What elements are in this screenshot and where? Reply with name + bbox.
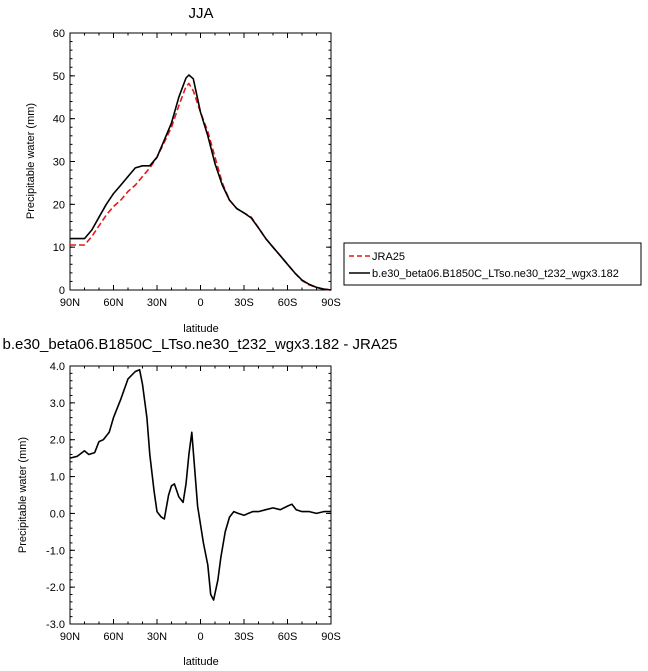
plot-frame bbox=[69, 32, 332, 291]
y-tick-label: 0.0 bbox=[50, 508, 65, 520]
y-tick-label: 30 bbox=[53, 157, 65, 169]
x-tick-label: 0 bbox=[197, 297, 203, 309]
x-tick-label: 90S bbox=[321, 297, 341, 309]
x-axis-label: latitude bbox=[183, 656, 218, 668]
y-tick-label: -1.0 bbox=[46, 545, 65, 557]
y-axis-label: Precipitable water (mm) bbox=[25, 103, 37, 219]
y-tick-label: 40 bbox=[53, 114, 65, 126]
x-axis-label: latitude bbox=[183, 323, 218, 335]
x-tick-label: 90N bbox=[60, 297, 80, 309]
x-tick-label: 30S bbox=[234, 297, 254, 309]
x-tick-label: 60S bbox=[278, 297, 298, 309]
y-axis-label: Precipitable water (mm) bbox=[17, 437, 29, 553]
series-line-jra25 bbox=[70, 82, 332, 291]
y-tick-label: 20 bbox=[53, 199, 65, 211]
x-tick-label: 30S bbox=[234, 631, 254, 643]
top-panel: JJA 90N 60N 30N 0 30S 60S 90S 0 10 20 30 40 50 60 lat… bbox=[25, 5, 341, 335]
chart-title: JJA bbox=[188, 5, 213, 22]
y-tick-label: 2.0 bbox=[50, 435, 65, 447]
y-tick-label: 60 bbox=[53, 28, 65, 40]
series-line-model bbox=[70, 74, 332, 291]
bottom-panel: b.e30_beta06.B1850C_LTso.ne30_t232_wgx3.… bbox=[2, 336, 397, 668]
series-line-difference bbox=[69, 368, 331, 601]
plot-frame bbox=[69, 365, 332, 625]
legend: JRA25 b.e30_beta06.B1850C_LTso.ne30_t232… bbox=[343, 242, 642, 286]
x-tick-label: 30N bbox=[147, 631, 167, 643]
legend-label-model: b.e30_beta06.B1850C_LTso.ne30_t232_wgx3.… bbox=[372, 268, 619, 280]
y-tick-label: 50 bbox=[53, 71, 65, 83]
x-tick-label: 90N bbox=[60, 631, 80, 643]
y-tick-label: 10 bbox=[53, 242, 65, 254]
x-tick-label: 60N bbox=[103, 631, 123, 643]
legend-box bbox=[343, 242, 642, 286]
series-lines bbox=[70, 74, 332, 291]
y-tick-label: 3.0 bbox=[50, 398, 65, 410]
y-tick-label: 1.0 bbox=[50, 472, 65, 484]
x-tick-label: 0 bbox=[197, 631, 203, 643]
y-tick-label: 4.0 bbox=[50, 361, 65, 373]
difference-chart-title: b.e30_beta06.B1850C_LTso.ne30_t232_wgx3.… bbox=[2, 336, 397, 353]
x-tick-label: 90S bbox=[321, 631, 341, 643]
x-tick-label: 60N bbox=[103, 297, 123, 309]
axis-ticks: 90N 60N 30N 0 30S 60S 90S 0 10 20 30 40 50 60 bbox=[53, 28, 341, 309]
series-lines bbox=[69, 368, 331, 601]
y-tick-label: -2.0 bbox=[46, 582, 65, 594]
axis-ticks: 90N 60N 30N 0 30S 60S 90S -3.0 -2.0 -1.0 0.0 1.0 2.0… bbox=[46, 361, 341, 643]
x-tick-label: 60S bbox=[278, 631, 298, 643]
y-tick-label: 0 bbox=[59, 285, 65, 297]
y-tick-label: -3.0 bbox=[46, 619, 65, 631]
x-tick-label: 30N bbox=[147, 297, 167, 309]
legend-label-jra25: JRA25 bbox=[372, 251, 405, 263]
